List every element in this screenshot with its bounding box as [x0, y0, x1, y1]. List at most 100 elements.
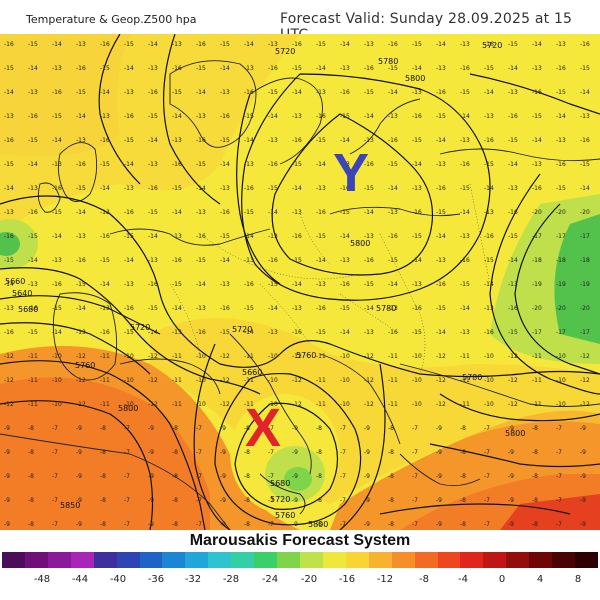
field-value: -13	[124, 89, 134, 96]
field-value: -10	[52, 401, 62, 408]
field-value: -17	[580, 233, 590, 240]
field-value: -16	[460, 257, 470, 264]
field-value: -14	[364, 209, 374, 216]
field-value: -16	[100, 329, 110, 336]
field-value: -9	[508, 473, 514, 480]
field-value: -11	[244, 353, 254, 360]
field-value: -16	[100, 233, 110, 240]
field-value: -10	[268, 377, 278, 384]
field-value: -13	[460, 233, 470, 240]
field-value: -16	[508, 209, 518, 216]
field-value: -12	[76, 353, 86, 360]
field-value: -8	[316, 449, 322, 456]
field-value: -15	[244, 209, 254, 216]
colorbar-tick-label: -44	[71, 574, 89, 585]
field-value: -16	[388, 41, 398, 48]
temperature-zone-hot-west	[0, 377, 210, 530]
field-value: -16	[508, 305, 518, 312]
field-value: -9	[508, 521, 514, 528]
field-value: -9	[4, 425, 10, 432]
field-value: -14	[436, 137, 446, 144]
contour-label: 5760	[296, 351, 316, 360]
field-value: -12	[508, 377, 518, 384]
field-value: -11	[532, 377, 542, 384]
field-value: -13	[52, 161, 62, 168]
contour-label: 5800	[505, 429, 525, 438]
field-value: -16	[244, 281, 254, 288]
field-value: -15	[124, 233, 134, 240]
field-value: -13	[52, 257, 62, 264]
field-value: -10	[556, 401, 566, 408]
field-value: -13	[340, 257, 350, 264]
field-value: -17	[532, 233, 542, 240]
field-value: -20	[580, 305, 590, 312]
field-value: -13	[124, 185, 134, 192]
field-value: -12	[220, 401, 230, 408]
field-value: -9	[76, 521, 82, 528]
field-value: -16	[124, 113, 134, 120]
field-value: -11	[28, 353, 38, 360]
field-value: -14	[172, 305, 182, 312]
field-value: -14	[484, 89, 494, 96]
colorbar-swatch	[552, 552, 576, 568]
colorbar-swatch	[277, 552, 300, 568]
field-value: -14	[52, 41, 62, 48]
field-value: -8	[388, 521, 394, 528]
field-value: -15	[316, 137, 326, 144]
field-value: -12	[364, 401, 374, 408]
field-value: -12	[4, 377, 14, 384]
field-value: -8	[244, 425, 250, 432]
field-value: -12	[436, 401, 446, 408]
west-cold-core	[0, 232, 20, 256]
field-value: -18	[532, 257, 542, 264]
contour-label: 5760	[75, 361, 95, 370]
field-value: -13	[364, 233, 374, 240]
field-value: -8	[460, 521, 466, 528]
field-value: -15	[124, 137, 134, 144]
field-value: -10	[124, 353, 134, 360]
colorbar-swatch	[116, 552, 140, 568]
colorbar-swatch	[231, 552, 255, 568]
colorbar-tick-label: -32	[184, 574, 202, 585]
field-value: -9	[292, 449, 298, 456]
colorbar-swatch	[254, 552, 278, 568]
field-value: -16	[124, 209, 134, 216]
field-value: -7	[196, 425, 202, 432]
contour-label: 5660	[242, 368, 262, 377]
colorbar-tick-label: 4	[536, 574, 544, 585]
colorbar-tick-label: -40	[109, 574, 127, 585]
contour-label: 5720	[270, 495, 290, 504]
field-value: -15	[508, 329, 518, 336]
field-value: -13	[196, 209, 206, 216]
contour-label: 5760	[275, 511, 295, 520]
field-value: -16	[340, 89, 350, 96]
field-value-grid: -16 -15 -14 -13 -16 -15 -14 -13 -16 -15 -14 -13 -16 -…	[4, 41, 590, 528]
field-value: -10	[196, 353, 206, 360]
field-value: -14	[52, 233, 62, 240]
field-value: -9	[4, 449, 10, 456]
field-value: -14	[340, 329, 350, 336]
field-value: -9	[364, 449, 370, 456]
field-value: -16	[460, 161, 470, 168]
field-value: -7	[52, 473, 58, 480]
colorbar-swatch	[506, 552, 530, 568]
field-value: -14	[580, 89, 590, 96]
field-value: -8	[244, 449, 250, 456]
colorbar-swatch	[529, 552, 553, 568]
header: Temperature & Geop.Z500 hpa Forecast Val…	[0, 0, 600, 43]
field-value: -16	[292, 329, 302, 336]
field-value: -14	[268, 113, 278, 120]
field-value: -14	[436, 233, 446, 240]
colorbar-tick-label: -12	[376, 574, 394, 585]
field-value: -13	[484, 113, 494, 120]
colorbar-ticks: -48 -44 -40 -36 -32 -28 -24 -20 -16 -12 -8 -4 0 4 8	[0, 570, 600, 592]
field-value: -8	[532, 449, 538, 456]
field-value: -12	[436, 353, 446, 360]
field-value: -9	[580, 473, 586, 480]
field-value: -10	[124, 401, 134, 408]
field-value: -13	[412, 185, 422, 192]
field-value: -13	[556, 41, 566, 48]
field-value: -14	[460, 113, 470, 120]
temperature-zone-very-hot	[500, 494, 600, 530]
field-value: -16	[316, 113, 326, 120]
